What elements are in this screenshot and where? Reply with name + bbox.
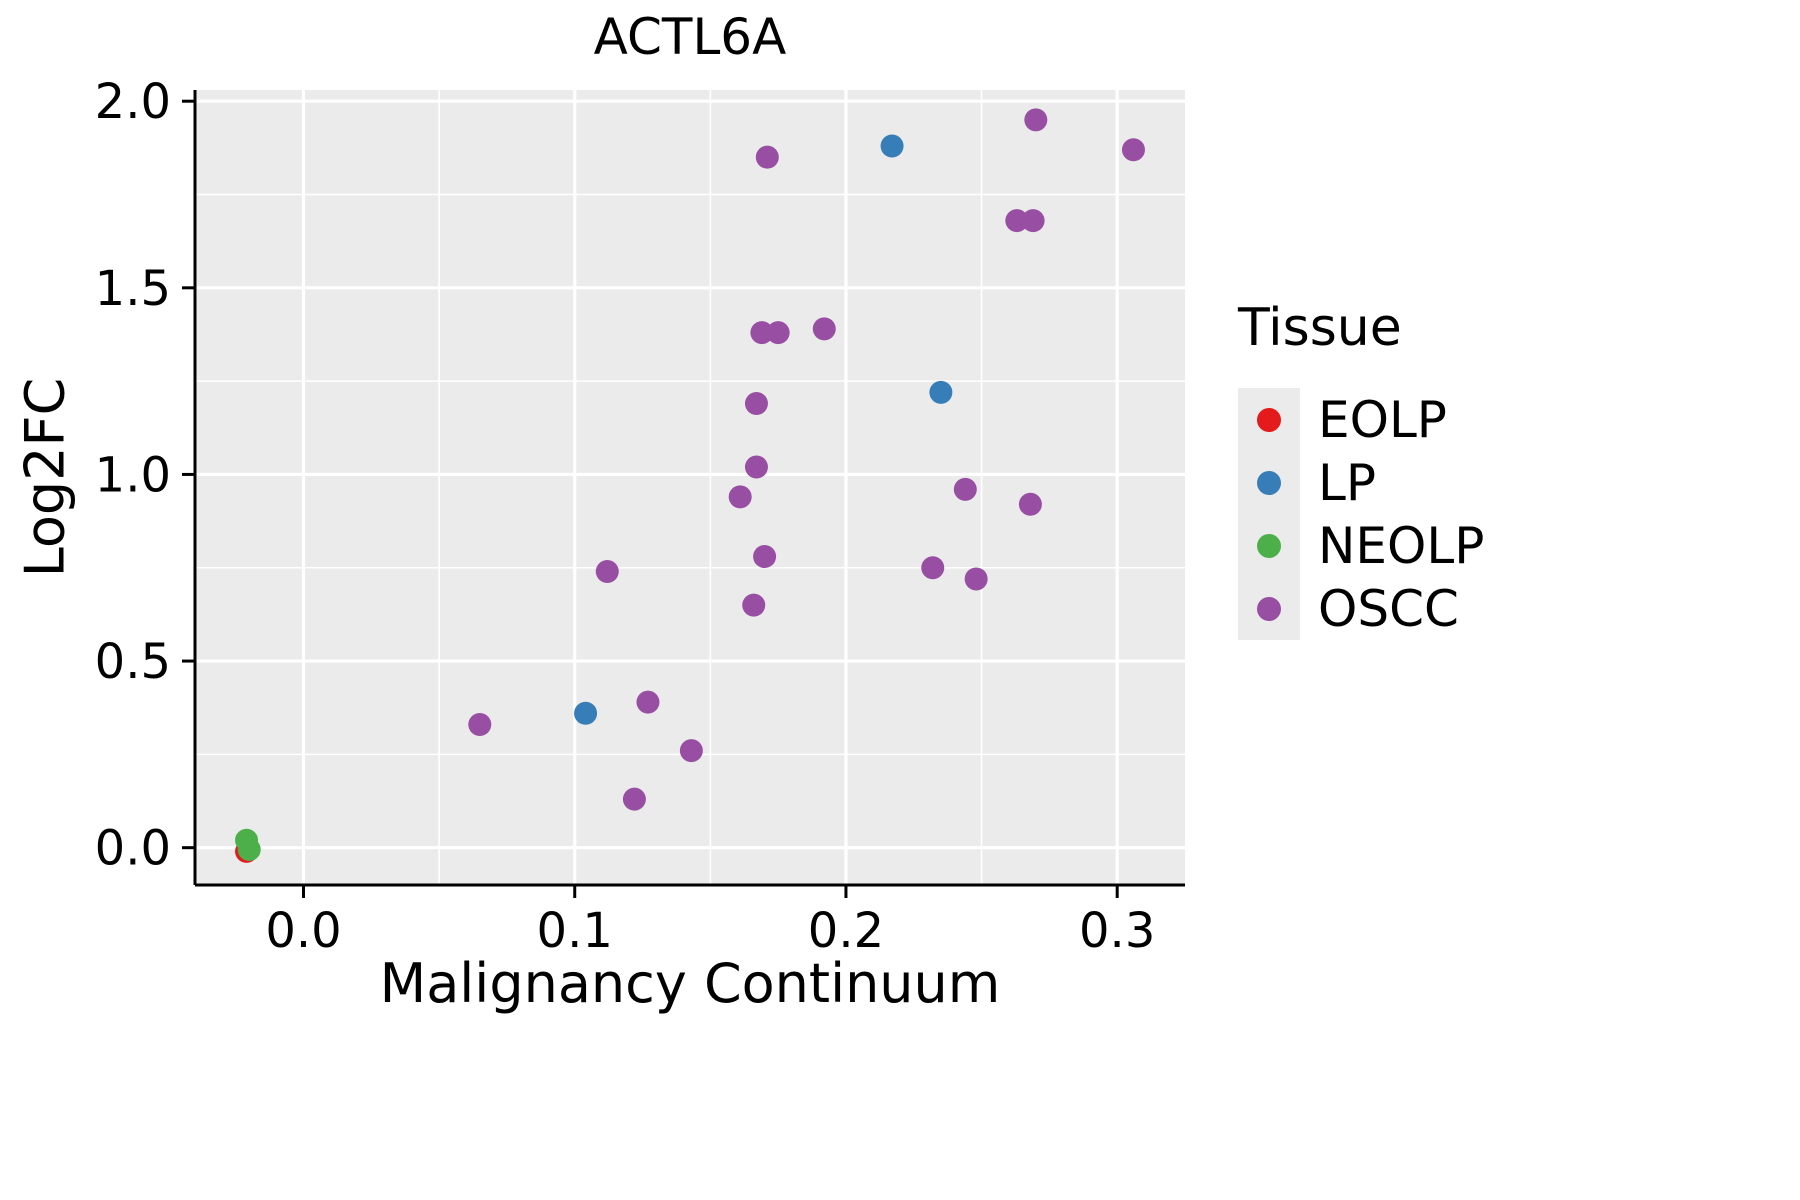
data-point-lp [880,134,904,158]
x-tick-label: 0.1 [537,903,613,959]
data-point-oscc [468,713,492,737]
legend-key [1238,514,1300,577]
y-tick-label: 1.0 [95,447,171,503]
x-axis-label: Malignancy Continuum [379,952,1001,1015]
legend-swatch-lp [1257,470,1281,495]
x-tick-label: 0.2 [808,903,884,959]
data-point-oscc [755,145,779,169]
data-point-neolp [237,838,261,862]
legend: Tissue EOLP LP NEOLP OSCC [1238,298,1484,640]
legend-item-neolp: NEOLP [1238,514,1484,577]
data-point-oscc [636,690,660,714]
data-point-oscc [750,321,774,345]
data-point-oscc [742,593,766,617]
data-point-oscc [953,477,977,501]
legend-item-label: LP [1318,453,1377,512]
data-point-oscc [622,787,646,811]
data-point-oscc [679,739,703,763]
data-point-oscc [595,559,619,583]
legend-item-label: EOLP [1318,390,1447,449]
data-point-oscc [812,317,836,341]
plot-title: ACTL6A [593,8,787,66]
legend-item-eolp: EOLP [1238,388,1484,451]
data-point-lp [574,701,598,725]
data-point-oscc [921,556,945,580]
data-point-oscc [1024,108,1048,132]
data-point-lp [929,380,953,404]
legend-swatch-eolp [1257,407,1281,432]
legend-title: Tissue [1238,298,1402,358]
data-point-oscc [1018,492,1042,516]
legend-item-oscc: OSCC [1238,577,1484,640]
data-point-oscc [964,567,988,591]
data-point-oscc [766,321,790,345]
legend-item-lp: LP [1238,451,1484,514]
y-tick-label: 2.0 [95,74,171,130]
x-tick-label: 0.3 [1079,903,1155,959]
data-point-oscc [1005,209,1029,233]
data-point-oscc [753,545,777,569]
data-point-oscc [1021,209,1045,233]
x-tick-label: 0.0 [265,903,341,959]
legend-items: EOLP LP NEOLP OSCC [1238,388,1484,640]
legend-swatch-oscc [1257,596,1281,621]
data-point-oscc [744,392,768,416]
y-tick-label: 0.5 [95,634,171,690]
legend-key [1238,577,1300,640]
plot-panel [195,90,1185,885]
data-point-oscc [744,455,768,479]
legend-key [1238,388,1300,451]
legend-item-label: OSCC [1318,579,1459,638]
data-point-oscc [728,485,752,509]
y-tick-label: 1.5 [95,261,171,317]
legend-key [1238,451,1300,514]
legend-item-label: NEOLP [1318,516,1485,575]
y-axis-label: Log2FC [13,377,77,578]
y-tick-label: 0.0 [95,821,171,877]
data-point-oscc [1121,138,1145,162]
legend-swatch-neolp [1257,533,1281,558]
